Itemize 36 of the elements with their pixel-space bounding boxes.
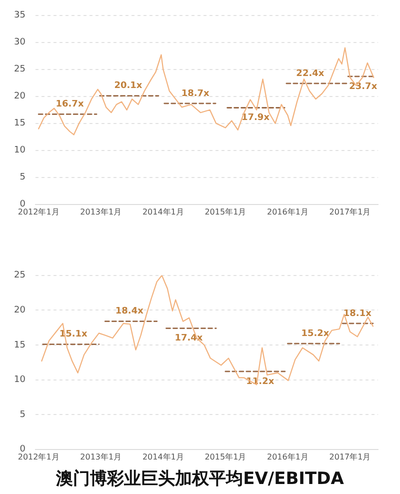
y-tick-label: 35 xyxy=(14,10,26,21)
text: 澳门博彩业巨头加权平均EV/EBITDA xyxy=(55,468,345,490)
y-tick-label: 25 xyxy=(14,64,26,75)
y-tick-label: 20 xyxy=(14,92,26,102)
annotation: 18.7x xyxy=(181,88,210,99)
x-tick-label: 2015年1月 xyxy=(204,452,246,462)
x-tick-label: 2012年1月 xyxy=(18,452,60,462)
y-tick-label: 30 xyxy=(14,38,26,48)
annotation: 18.1x xyxy=(343,308,372,319)
x-tick-label: 2013年1月 xyxy=(80,452,122,462)
annotation: 18.4x xyxy=(115,306,144,317)
y-tick-label: 25 xyxy=(14,270,26,281)
annotation: 16.7x xyxy=(56,100,84,110)
y-tick-label: 0 xyxy=(20,444,26,455)
x-tick-label: 2012年1月 xyxy=(18,207,60,216)
x-tick-label: 2014年1月 xyxy=(142,452,184,462)
y-tick-label: 20 xyxy=(14,306,26,316)
annotation: 23.7x xyxy=(349,82,378,92)
y-tick-label: 10 xyxy=(14,146,26,156)
annotation: 22.4x xyxy=(296,68,324,79)
x-tick-label: 2014年1月 xyxy=(142,207,184,216)
x-tick-label: 2015年1月 xyxy=(204,207,246,216)
annotation: 17.9x xyxy=(241,113,270,124)
y-tick-label: 5 xyxy=(20,410,26,420)
y-tick-label: 10 xyxy=(14,375,26,386)
y-tick-label: 15 xyxy=(14,340,26,350)
x-tick-label: 2016年1月 xyxy=(266,207,308,216)
x-tick-label: 2017年1月 xyxy=(329,207,371,216)
x-tick-label: 2017年1月 xyxy=(329,452,371,462)
y-tick-label: 15 xyxy=(14,118,26,129)
annotation: 15.2x xyxy=(301,328,330,339)
x-tick-label: 2016年1月 xyxy=(266,452,308,462)
y-tick-label: 5 xyxy=(20,172,26,183)
y-tick-label: 0 xyxy=(20,200,26,210)
x-tick-label: 2013年1月 xyxy=(80,207,122,216)
annotation: 20.1x xyxy=(114,81,142,92)
